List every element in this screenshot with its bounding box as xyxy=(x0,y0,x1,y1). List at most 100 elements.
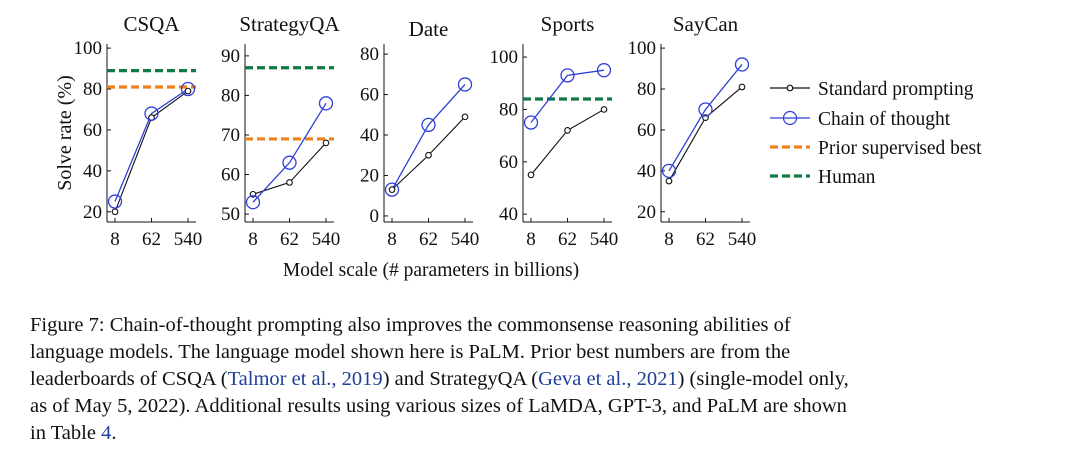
sports-standard-point xyxy=(527,171,535,179)
strategyqa-standard-point xyxy=(322,139,330,147)
strategyqa-y-tick-label: 80 xyxy=(221,85,240,106)
csqa-cot-point xyxy=(180,81,196,97)
strategyqa-y-tick-label: 90 xyxy=(221,46,240,67)
sports-x-tick-label: 8 xyxy=(526,229,536,250)
strategyqa-x-tick-label: 8 xyxy=(248,229,258,250)
strategyqa-cot-line xyxy=(252,102,327,203)
sports-cot-point xyxy=(596,63,612,78)
strategyqa-x-tick-label: 540 xyxy=(312,229,341,250)
csqa-cot-line xyxy=(114,88,189,202)
saycan-y-tick-label: 40 xyxy=(637,161,656,182)
csqa-y-tick-label: 40 xyxy=(83,161,102,182)
sports-cot-point xyxy=(560,68,575,83)
csqa-standard-point xyxy=(184,87,192,95)
sports-y-tick-label: 80 xyxy=(499,99,518,120)
caption-citation-link[interactable]: Talmor et al., 2019 xyxy=(227,368,383,390)
saycan-y-tick-label: 100 xyxy=(628,38,657,59)
csqa-cot-point xyxy=(144,106,159,121)
saycan-y-tick-label: 60 xyxy=(637,120,656,141)
caption-text: as of May 5, 2022). Additional results u… xyxy=(30,395,847,417)
date-x-tick-label: 62 xyxy=(419,229,438,250)
caption-text: . xyxy=(111,422,117,444)
sports-x-tick-label: 540 xyxy=(590,229,619,250)
csqa-standard-line xyxy=(114,90,189,212)
sports-panel-title: Sports xyxy=(541,12,595,36)
sports-standard-line xyxy=(530,108,605,176)
saycan-cot-point xyxy=(661,163,677,179)
strategyqa-standard-point xyxy=(286,179,293,186)
legend-prior-label: Prior supervised best xyxy=(818,138,982,159)
strategyqa-cot-point xyxy=(245,195,261,210)
csqa-x-tick-label: 62 xyxy=(142,229,161,250)
caption-text: ) and StrategyQA ( xyxy=(382,368,539,390)
caption-line: language models. The language model show… xyxy=(30,339,1050,366)
date-y-tick-label: 0 xyxy=(370,206,380,227)
strategyqa-panel-title: StrategyQA xyxy=(239,12,340,36)
saycan-x-tick-label: 62 xyxy=(696,229,715,250)
saycan-x-tick-label: 8 xyxy=(664,229,674,250)
strategyqa-cot-point xyxy=(318,96,334,111)
sports-standard-point xyxy=(564,127,571,134)
saycan-panel-title: SayCan xyxy=(673,12,739,36)
csqa-y-tick-label: 20 xyxy=(83,202,102,223)
sports-cot-line xyxy=(530,69,605,123)
csqa-x-tick-label: 8 xyxy=(110,229,120,250)
caption-text: Figure 7: Chain-of-thought prompting als… xyxy=(30,314,791,336)
date-cot-line xyxy=(391,84,466,190)
csqa-y-tick-label: 60 xyxy=(83,120,102,141)
date-standard-point xyxy=(425,151,432,159)
sports-y-tick-label: 60 xyxy=(499,152,518,173)
saycan-y-tick-label: 80 xyxy=(637,79,656,100)
date-x-tick-label: 540 xyxy=(451,229,480,250)
saycan-standard-line xyxy=(668,86,743,182)
x-axis-label: Model scale (# parameters in billions) xyxy=(283,260,579,281)
csqa-y-tick-label: 100 xyxy=(74,38,103,59)
sports-x-tick-label: 62 xyxy=(558,229,577,250)
legend-human-label: Human xyxy=(818,167,876,188)
caption-line: Figure 7: Chain-of-thought prompting als… xyxy=(30,312,1050,339)
caption-text: ) (single-model only, xyxy=(677,368,849,390)
caption-text: leaderboards of CSQA ( xyxy=(30,368,228,390)
caption-citation-link[interactable]: Geva et al., 2021 xyxy=(538,368,678,390)
caption-citation-link[interactable]: 4 xyxy=(101,422,112,444)
date-y-tick-label: 60 xyxy=(360,85,379,106)
csqa-cot-point xyxy=(107,194,123,209)
date-y-tick-label: 80 xyxy=(360,44,379,65)
y-axis-label: Solve rate (%) xyxy=(54,75,76,191)
legend-standard-marker xyxy=(786,84,794,92)
sports-cot-point xyxy=(523,115,539,130)
figure-caption: Figure 7: Chain-of-thought prompting als… xyxy=(30,312,1050,447)
date-cot-point xyxy=(384,182,400,197)
csqa-y-tick-label: 80 xyxy=(83,79,102,100)
saycan-standard-point xyxy=(665,177,673,185)
caption-text: language models. The language model show… xyxy=(30,341,791,363)
saycan-x-tick-label: 540 xyxy=(728,229,757,250)
caption-line: leaderboards of CSQA (Talmor et al., 201… xyxy=(30,366,1050,393)
strategyqa-y-tick-label: 60 xyxy=(221,165,240,186)
sports-standard-point xyxy=(600,106,608,113)
caption-line: as of May 5, 2022). Additional results u… xyxy=(30,393,1050,420)
date-y-tick-label: 40 xyxy=(360,125,379,146)
caption-text: in Table xyxy=(30,422,102,444)
saycan-cot-line xyxy=(668,64,743,172)
sports-y-tick-label: 100 xyxy=(490,47,519,68)
legend-cot-label: Chain of thought xyxy=(818,109,951,130)
saycan-cot-point xyxy=(734,57,750,72)
strategyqa-y-tick-label: 50 xyxy=(221,204,240,225)
date-y-tick-label: 20 xyxy=(360,165,379,186)
date-standard-point xyxy=(388,186,396,193)
caption-line: in Table 4. xyxy=(30,420,1050,447)
sports-y-tick-label: 40 xyxy=(499,204,518,225)
csqa-standard-point xyxy=(111,208,119,216)
date-x-tick-label: 8 xyxy=(387,229,397,250)
legend-cot-marker xyxy=(782,110,798,126)
strategyqa-x-tick-label: 62 xyxy=(280,229,299,250)
csqa-x-tick-label: 540 xyxy=(174,229,203,250)
saycan-cot-point xyxy=(698,102,713,117)
csqa-panel-title: CSQA xyxy=(123,12,180,36)
strategyqa-y-tick-label: 70 xyxy=(221,125,240,146)
saycan-standard-point xyxy=(738,83,746,91)
strategyqa-cot-point xyxy=(282,155,297,170)
saycan-y-tick-label: 20 xyxy=(637,202,656,223)
